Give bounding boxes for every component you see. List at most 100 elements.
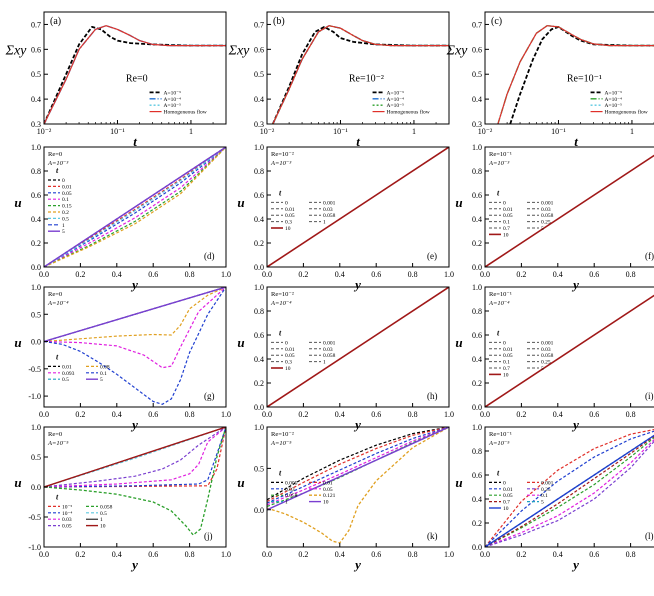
legend-entry: Homogeneous flow bbox=[164, 109, 207, 116]
y-tick-label: 0.0 bbox=[254, 263, 264, 272]
x-axis-label: y bbox=[130, 417, 138, 432]
x-tick-label: 0.8 bbox=[185, 550, 195, 559]
legend-entry: 1 bbox=[323, 360, 326, 366]
panel-label: (b) bbox=[273, 16, 285, 27]
x-tick-label: 0.4 bbox=[335, 270, 345, 279]
series-line-l-1 bbox=[485, 428, 654, 547]
x-tick-label: 0.4 bbox=[553, 410, 563, 419]
amplitude-annotation: A=10⁻⁴ bbox=[270, 300, 292, 307]
legend-title: t bbox=[56, 492, 59, 501]
legend-entry: 0.1 bbox=[541, 493, 548, 499]
y-tick-label: 0.2 bbox=[472, 379, 482, 388]
y-axis-label: Σxy bbox=[5, 44, 28, 59]
x-tick-label: 0.4 bbox=[335, 410, 345, 419]
panel-label: (l) bbox=[645, 531, 654, 541]
y-axis-label: Σxy bbox=[228, 44, 251, 59]
panel-label: (c) bbox=[491, 16, 502, 27]
panel-label: (k) bbox=[427, 531, 438, 541]
legend-entry: 5 bbox=[100, 377, 103, 383]
y-tick-label: 0.8 bbox=[254, 167, 264, 176]
series-group bbox=[271, 25, 449, 124]
x-tick-label: 0.0 bbox=[262, 550, 272, 559]
y-tick-label: 0.4 bbox=[254, 355, 264, 364]
y-tick-label: 0.0 bbox=[31, 338, 41, 347]
legend-entry: 0.058 bbox=[541, 353, 554, 359]
x-tick-label: 0.0 bbox=[480, 410, 490, 419]
reynolds-annotation: Re=10⁻¹ bbox=[489, 431, 512, 438]
x-axis-label: y bbox=[571, 417, 579, 432]
series-group bbox=[485, 294, 654, 407]
legend-entry: 0.01 bbox=[285, 207, 295, 213]
legend-title: t bbox=[497, 468, 500, 477]
y-tick-label: 0.6 bbox=[31, 191, 41, 200]
x-axis-label: t bbox=[356, 134, 360, 149]
y-tick-label: 0.0 bbox=[31, 263, 41, 272]
x-tick-label: 0.2 bbox=[516, 410, 526, 419]
x-tick-label: 10⁻² bbox=[260, 127, 275, 136]
legend-entry: A=10⁻⁵ bbox=[605, 103, 622, 109]
y-tick-label: 0.6 bbox=[472, 45, 482, 54]
legend-entry: 0 bbox=[285, 200, 288, 206]
amplitude-annotation: A=10⁻⁴ bbox=[47, 300, 69, 307]
series-group bbox=[44, 25, 226, 124]
y-tick-label: -1.0 bbox=[28, 543, 41, 552]
legend-entry: 0.093 bbox=[62, 371, 75, 377]
series-line-k-3 bbox=[267, 427, 449, 506]
x-tick-label: 0.2 bbox=[75, 270, 85, 279]
y-tick-label: 0.2 bbox=[472, 239, 482, 248]
x-axis-label: y bbox=[353, 277, 361, 292]
y-tick-label: 0.5 bbox=[31, 70, 41, 79]
y-axis-label: u bbox=[14, 335, 21, 350]
legend-entry: 0.01 bbox=[62, 364, 72, 370]
legend-entry: 0.03 bbox=[62, 517, 72, 523]
x-tick-label: 0.2 bbox=[298, 410, 308, 419]
y-tick-label: 0.4 bbox=[254, 95, 264, 104]
series-line-h-0 bbox=[267, 287, 449, 407]
x-axis-label: y bbox=[353, 557, 361, 572]
series-line-g-5 bbox=[44, 287, 226, 343]
legend-entry: 0.001 bbox=[323, 340, 336, 346]
legend-entry: 0.25 bbox=[541, 220, 551, 226]
y-tick-label: 0.0 bbox=[472, 263, 482, 272]
legend-entry: 0.15 bbox=[62, 204, 72, 210]
series-line-k-2 bbox=[267, 427, 449, 504]
y-axis-label: u bbox=[14, 475, 21, 490]
series-group bbox=[44, 427, 226, 536]
y-tick-label: 0.5 bbox=[254, 464, 264, 473]
legend-entry: 0.3 bbox=[285, 220, 292, 226]
series-line-d-6 bbox=[44, 147, 226, 267]
x-axis-label: y bbox=[571, 557, 579, 572]
series-line-d-8 bbox=[44, 147, 226, 267]
y-tick-label: 1.0 bbox=[254, 143, 264, 152]
amplitude-annotation: A=10⁻⁴ bbox=[488, 300, 510, 307]
reynolds-annotation: Re=10⁻¹ bbox=[489, 291, 512, 298]
y-tick-label: 0.4 bbox=[472, 95, 482, 104]
legend-entry: 0.2 bbox=[62, 210, 69, 216]
legend-entry: 0.01 bbox=[62, 184, 72, 190]
x-tick-label: 10⁻¹ bbox=[333, 127, 348, 136]
series-line-b-3 bbox=[272, 25, 449, 124]
series-group bbox=[267, 147, 449, 267]
reynolds-annotation: Re=10⁻² bbox=[271, 431, 294, 438]
panel-j: 0.0 0.2 0.4 0.6 0.8 1.0 -1.0 -0.5 0.0 0.5 1.0 u y (j)… bbox=[14, 423, 231, 572]
plot-frame bbox=[484, 426, 654, 548]
x-tick-label: 0.6 bbox=[589, 270, 599, 279]
x-tick-label: 0.4 bbox=[553, 270, 563, 279]
y-tick-label: 0.5 bbox=[472, 70, 482, 79]
x-tick-label: 10⁻² bbox=[478, 127, 493, 136]
x-axis-label: t bbox=[574, 134, 578, 149]
legend-entry: 5 bbox=[541, 500, 544, 506]
x-tick-label: 0.8 bbox=[626, 270, 636, 279]
legend-entry: 0.058 bbox=[541, 213, 554, 219]
legend-entry: 0.03 bbox=[541, 347, 551, 353]
legend: t10⁻⁵ 0.058 10⁻⁴ 0.5 0.03 1 0.05 10 bbox=[48, 492, 113, 530]
x-tick-label: 0.4 bbox=[112, 550, 122, 559]
reynolds-annotation: Re=0 bbox=[48, 431, 62, 438]
series-line-g-2 bbox=[44, 287, 226, 369]
panel-label: (g) bbox=[204, 391, 215, 401]
x-tick-label: 0.2 bbox=[516, 270, 526, 279]
legend: t0 0.001 0.01 0.25 0.05 0.1 0.7 5 10 bbox=[489, 468, 554, 512]
y-tick-label: 0.8 bbox=[472, 447, 482, 456]
series-line-g-3 bbox=[44, 287, 226, 405]
legend-entry: 5 bbox=[541, 226, 544, 232]
